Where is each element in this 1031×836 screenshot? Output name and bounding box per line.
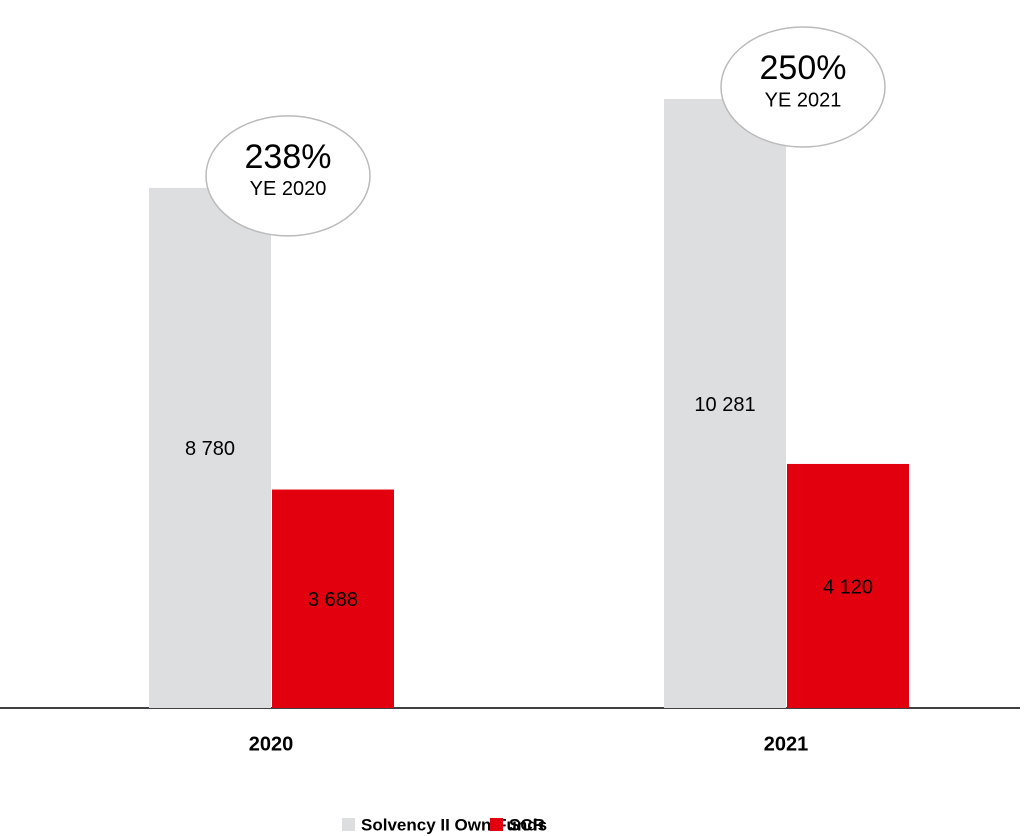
x-tick-label: 2021 [764, 733, 809, 755]
legend-swatch [490, 818, 503, 831]
legend-swatch [342, 818, 355, 831]
x-tick-label: 2020 [249, 733, 294, 755]
ratio-value: 250% [760, 49, 847, 87]
bar [664, 99, 786, 708]
bar [272, 489, 394, 708]
ratio-bubble [720, 26, 886, 148]
ratio-caption: YE 2021 [765, 89, 842, 111]
value-label: 3 688 [308, 589, 358, 611]
ratio-value: 238% [245, 138, 332, 176]
ratio-bubble [205, 115, 371, 237]
value-label: 4 120 [823, 576, 873, 598]
legend-label: SCR [509, 815, 545, 834]
bar [149, 187, 271, 708]
ratio-caption: YE 2020 [250, 178, 327, 200]
value-label: 8 780 [185, 438, 235, 460]
bar [787, 463, 909, 708]
value-label: 10 281 [694, 394, 755, 416]
